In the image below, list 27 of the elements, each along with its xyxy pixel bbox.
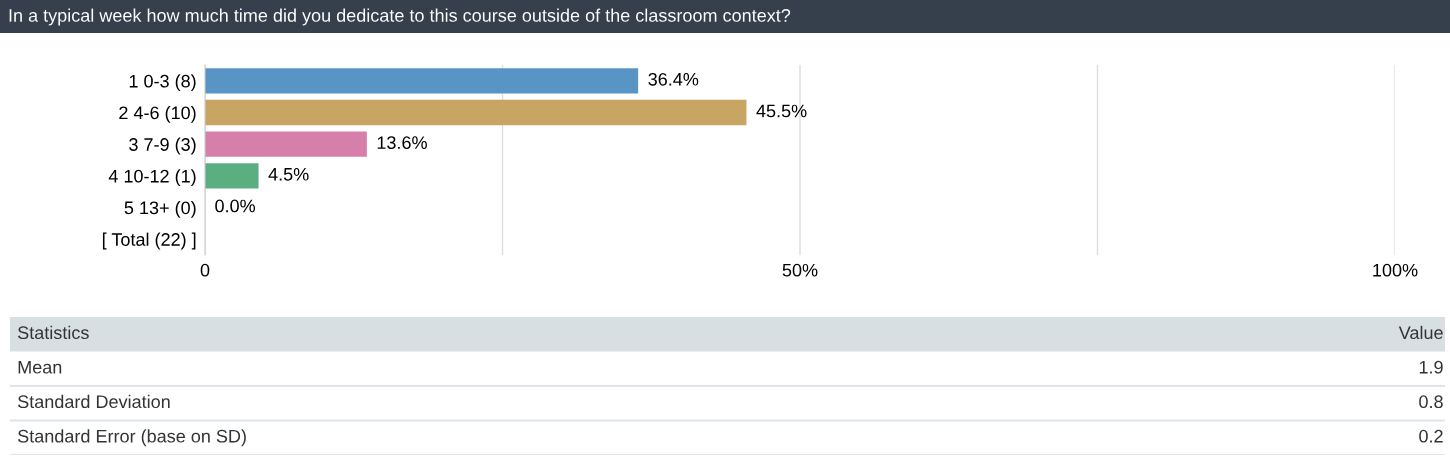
y-tick-label: 2 4-6 (10) <box>119 105 196 123</box>
x-tick-label: 0 <box>200 263 210 277</box>
data-label: 36.4% <box>648 72 699 86</box>
y-tick-label: 4 10-12 (1) <box>108 169 196 187</box>
y-tick-label: 1 0-3 (8) <box>129 74 196 92</box>
x-tick-label: 50% <box>782 263 818 277</box>
data-label: 4.5% <box>268 167 309 181</box>
y-tick-label: 3 7-9 (3) <box>129 137 196 155</box>
category-label: Mean <box>18 361 62 374</box>
data-label: 13.6% <box>377 136 427 150</box>
x-tick-label: 100% <box>1373 263 1418 277</box>
category-label: Standard Deviation <box>18 394 170 409</box>
data-label: 0.8 <box>1419 395 1443 409</box>
bar <box>205 131 367 157</box>
y-tick-label: 5 13+ (0) <box>124 200 196 218</box>
bar <box>205 163 259 189</box>
data-label: 45.5% <box>756 104 807 118</box>
y-tick-label: [ Total (22) ] <box>102 232 196 250</box>
bar <box>205 99 747 126</box>
text: Statistics <box>18 325 89 340</box>
category-label: Standard Error (base on SD) <box>18 429 246 447</box>
chart-title: In a typical week how much time did you dedicate to this course outside of the classroom context? <box>9 8 791 26</box>
data-label: 1.9 <box>1419 360 1443 374</box>
text: Value <box>1398 325 1443 340</box>
bar <box>205 68 639 94</box>
data-label: 0.0% <box>215 199 256 213</box>
data-label: 0.2 <box>1419 429 1443 443</box>
